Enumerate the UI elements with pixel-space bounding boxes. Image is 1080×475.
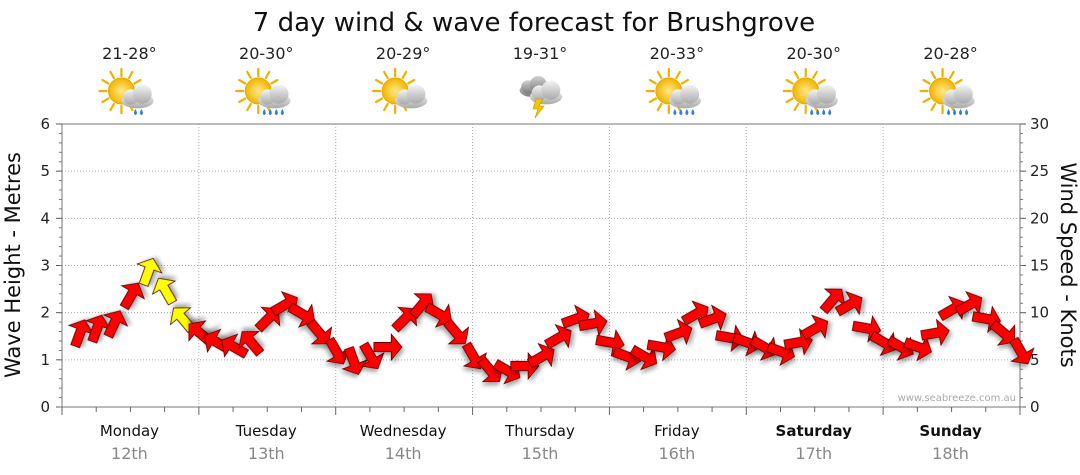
right-tick-label: 25 — [1030, 162, 1049, 180]
wind-arrow — [373, 332, 403, 362]
wind-arrow — [408, 293, 435, 319]
grid-lines — [62, 124, 1020, 407]
right-tick-label: 15 — [1030, 257, 1049, 275]
wind-arrow — [325, 336, 351, 365]
wind-arrow — [526, 342, 555, 369]
chart-title: 7 day wind & wave forecast for Brushgrov… — [253, 8, 815, 38]
wind-arrow — [578, 309, 608, 337]
wind-arrow — [954, 290, 983, 317]
day-name: Saturday — [776, 422, 853, 440]
wind-arrow — [989, 319, 1016, 346]
wind-arrow — [920, 318, 950, 347]
right-tick-label: 20 — [1030, 209, 1049, 227]
wind-arrow — [221, 333, 250, 359]
plot-border — [61, 123, 1021, 408]
day-name: Monday — [100, 422, 159, 440]
day-date: 12th — [111, 444, 148, 463]
wind-arrow — [697, 304, 727, 332]
day-temperature: 20-30° — [239, 44, 294, 63]
left-tick-label: 3 — [40, 257, 50, 275]
left-tick-label: 4 — [40, 209, 50, 227]
left-tick-label: 5 — [40, 162, 50, 180]
day-date: 13th — [248, 444, 285, 463]
wind-arrow — [715, 324, 745, 353]
day-temperature: 21-28° — [102, 44, 157, 63]
wind-arrow — [800, 314, 829, 340]
day-name: Sunday — [919, 422, 982, 440]
wind-arrow — [238, 331, 265, 357]
wind-arrow — [680, 300, 709, 326]
wind-arrows — [67, 257, 1035, 385]
wind-arrow — [359, 341, 385, 370]
left-axis-label: Wave Height - Metres — [1, 152, 25, 378]
sun-cloud-rain-icon — [919, 67, 975, 115]
left-tick-label: 0 — [40, 398, 50, 416]
wind-arrow — [306, 318, 333, 345]
day-temperature: 19-31° — [513, 44, 568, 63]
day-date: 14th — [385, 444, 422, 463]
day-headers: 21-28° 20-30° 20-29° 19-31° 20-33° 20-30° 20-2… — [98, 44, 978, 119]
right-tick-label: 5 — [1030, 351, 1040, 369]
day-temperature: 20-33° — [650, 44, 705, 63]
wind-arrow — [424, 302, 452, 328]
right-tick-label: 0 — [1030, 398, 1040, 416]
wind-arrow — [102, 310, 129, 339]
wind-arrow — [834, 290, 863, 317]
day-temperature: 20-30° — [786, 44, 841, 63]
day-labels: Monday 12th Tuesday 13th Wednesday 14th Thursd… — [100, 422, 982, 463]
wind-arrow — [84, 314, 112, 344]
wind-arrow — [819, 288, 846, 315]
wind-arrow — [67, 319, 95, 349]
day-name: Tuesday — [235, 422, 297, 440]
day-date: 17th — [795, 444, 832, 463]
sun-cloud-icon — [372, 67, 428, 115]
wind-arrow — [903, 334, 932, 362]
right-tick-label: 30 — [1030, 115, 1049, 133]
left-tick-label: 1 — [40, 351, 50, 369]
wind-arrow — [136, 257, 163, 287]
sun-cloud-rain-icon — [645, 67, 702, 115]
wind-arrow — [1009, 336, 1035, 365]
day-name: Thursday — [504, 422, 575, 440]
wind-arrow — [254, 306, 281, 333]
wind-arrow — [151, 277, 178, 306]
wind-arrow — [341, 346, 368, 375]
plot-area — [61, 123, 1021, 408]
left-axis-ticks: 0 1 2 3 4 5 6 — [40, 115, 62, 416]
day-date: 15th — [522, 444, 559, 463]
day-name: Wednesday — [360, 422, 447, 440]
thunderstorm-icon — [519, 75, 563, 119]
right-axis-label: Wind Speed - Knots — [1056, 162, 1080, 367]
left-tick-label: 2 — [40, 304, 50, 322]
wind-arrow — [119, 282, 146, 311]
wind-arrow — [663, 318, 693, 346]
day-date: 18th — [932, 444, 969, 463]
day-temperature: 20-28° — [923, 44, 978, 63]
wind-arrow — [287, 302, 315, 328]
wind-arrow — [543, 323, 572, 350]
sun-cloud-rain-icon — [235, 67, 291, 115]
wind-arrow — [443, 318, 470, 345]
right-tick-label: 10 — [1030, 304, 1049, 322]
wind-arrow — [629, 345, 658, 371]
day-date: 16th — [658, 444, 695, 463]
day-temperature: 20-29° — [376, 44, 431, 63]
left-tick-label: 6 — [40, 115, 50, 133]
right-axis-ticks: 0 5 10 15 20 25 30 — [61, 115, 1049, 416]
sun-cloud-rain-icon — [782, 67, 838, 115]
credit-text: www.seabreeze.com.au — [898, 393, 1016, 404]
sun-cloud-showers-icon — [98, 67, 154, 115]
day-name: Friday — [654, 422, 700, 440]
